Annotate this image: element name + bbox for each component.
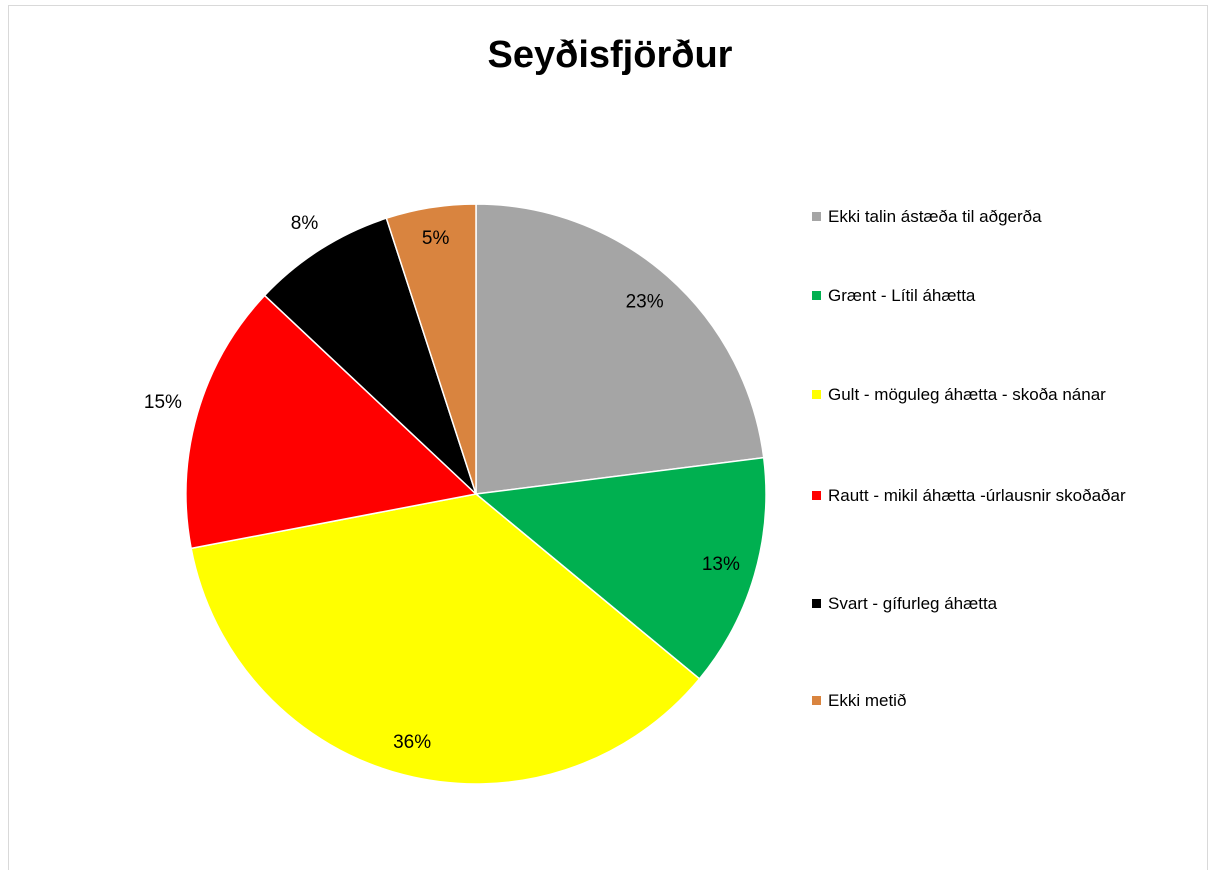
legend-swatch bbox=[812, 599, 821, 608]
chart-frame bbox=[8, 5, 1208, 870]
legend-label: Grænt - Lítil áhætta bbox=[828, 286, 976, 305]
data-label: 15% bbox=[144, 392, 182, 413]
legend-swatch bbox=[812, 696, 821, 705]
legend-label: Rautt - mikil áhætta -úrlausnir skoðaðar bbox=[828, 486, 1126, 505]
pie-slice bbox=[385, 203, 477, 495]
legend-label: Ekki talin ástæða til aðgerða bbox=[828, 207, 1042, 226]
pie-slice bbox=[474, 456, 767, 680]
legend-item: Svart - gífurleg áhætta bbox=[812, 592, 1192, 616]
legend-label: Ekki metið bbox=[828, 691, 907, 710]
legend-swatch bbox=[812, 390, 821, 399]
data-label: 36% bbox=[393, 732, 431, 753]
data-label: 5% bbox=[422, 228, 450, 249]
pie-slice bbox=[185, 294, 478, 550]
legend-item: Ekki metið bbox=[812, 689, 1192, 713]
pie-slice bbox=[263, 217, 477, 495]
chart-title: Seyðisfjörður bbox=[488, 34, 733, 76]
legend-swatch bbox=[812, 212, 821, 221]
data-label: 23% bbox=[626, 292, 664, 313]
legend-item: Grænt - Lítil áhætta bbox=[812, 284, 1192, 308]
pie-slice bbox=[475, 203, 765, 495]
legend-swatch bbox=[812, 491, 821, 500]
legend-item: Rautt - mikil áhætta -úrlausnir skoðaðar bbox=[812, 484, 1192, 508]
legend-label: Svart - gífurleg áhætta bbox=[828, 594, 998, 613]
legend-label: Gult - möguleg áhætta - skoða nánar bbox=[828, 385, 1106, 404]
pie-slice bbox=[190, 493, 701, 785]
legend-item: Ekki talin ástæða til aðgerða bbox=[812, 205, 1192, 229]
legend-swatch bbox=[812, 291, 821, 300]
legend-item: Gult - möguleg áhætta - skoða nánar bbox=[812, 383, 1192, 407]
data-label: 13% bbox=[702, 554, 740, 575]
data-label: 8% bbox=[291, 213, 319, 234]
